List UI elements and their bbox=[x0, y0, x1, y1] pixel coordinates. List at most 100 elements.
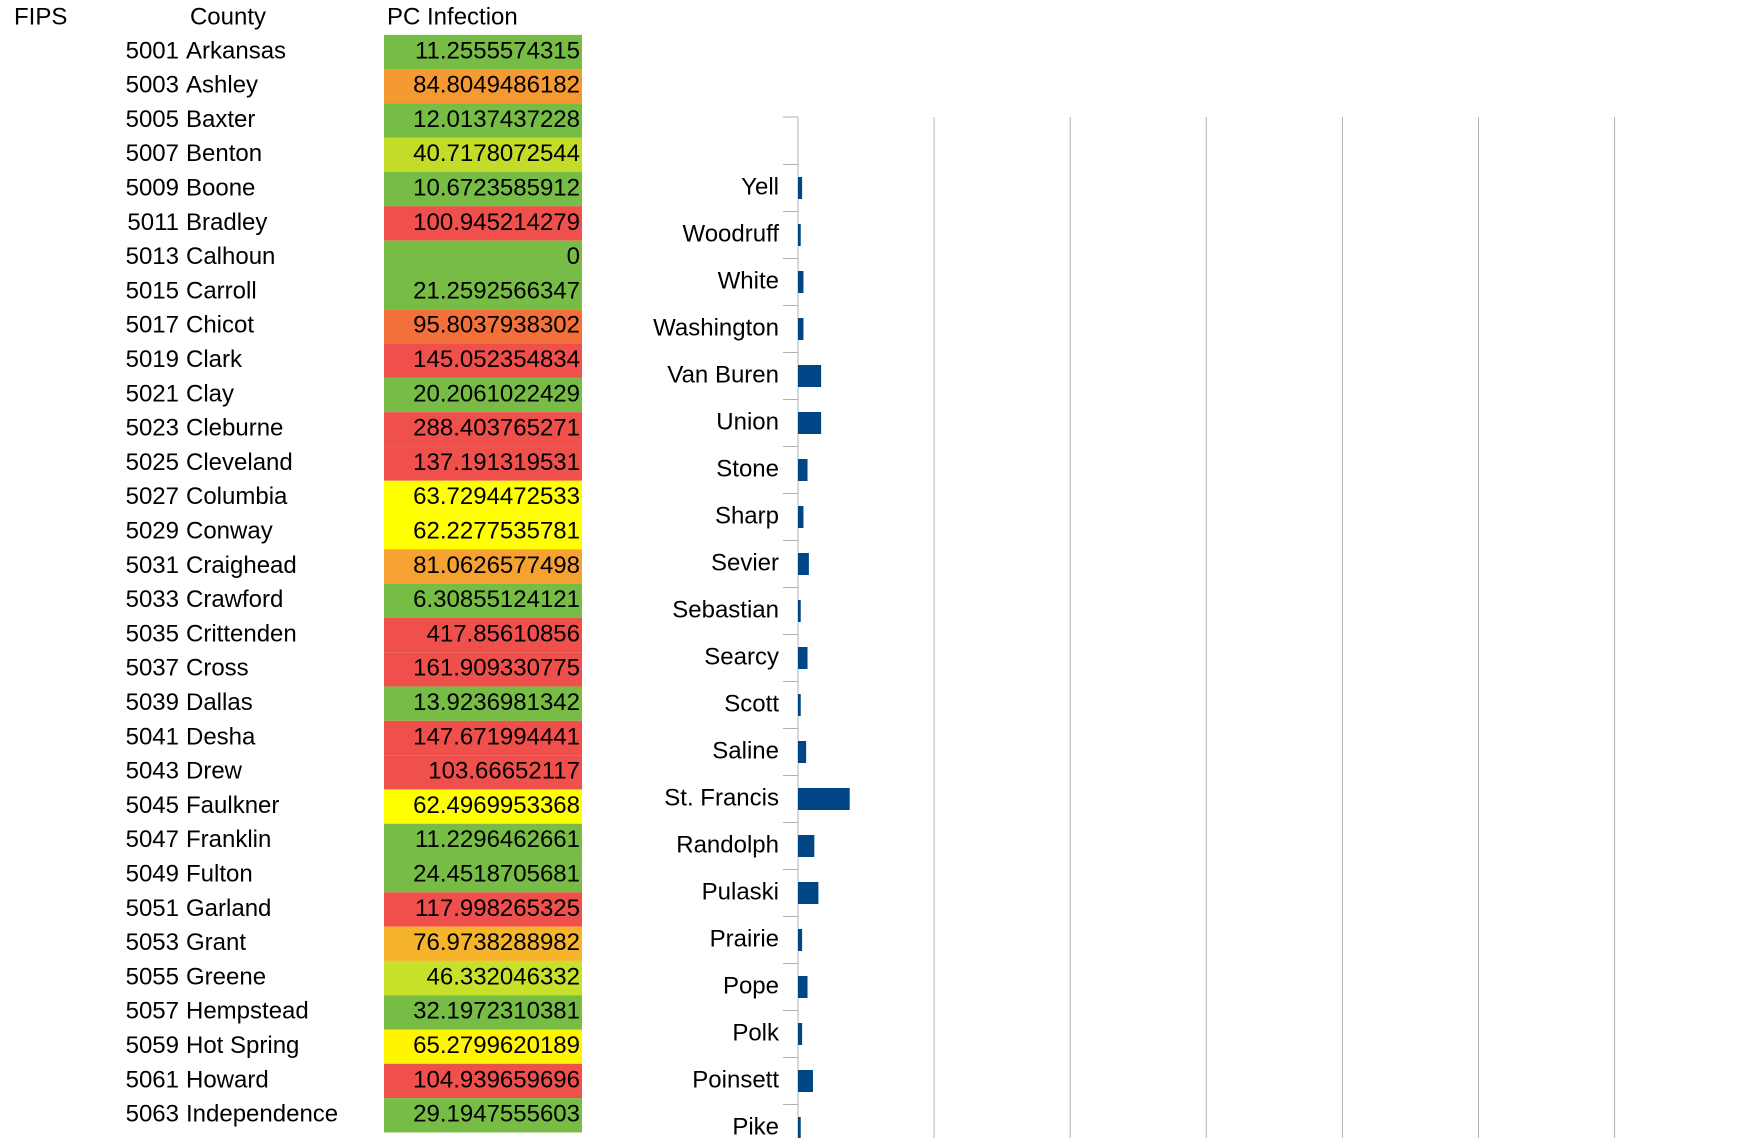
pc-infection-cell: 65.2799620189 bbox=[413, 1032, 580, 1059]
cell-background bbox=[384, 103, 582, 138]
pc-infection-cell: 137.191319531 bbox=[413, 449, 580, 476]
pc-infection-cell: 62.2277535781 bbox=[413, 518, 580, 545]
cell-background bbox=[384, 789, 582, 824]
fips-cell: 5007 bbox=[126, 140, 179, 167]
cell-background bbox=[384, 172, 582, 207]
fips-cell: 5051 bbox=[126, 895, 179, 922]
cell-background bbox=[384, 137, 582, 173]
county-cell: Arkansas bbox=[186, 37, 286, 64]
fips-cell: 5019 bbox=[126, 346, 179, 373]
pc-infection-cell: 117.998265325 bbox=[415, 895, 580, 922]
cell-background bbox=[384, 823, 582, 859]
pc-infection-cell: 6.30855124121 bbox=[413, 586, 580, 613]
bar bbox=[798, 459, 808, 481]
pc-infection-cell: 103.66652117 bbox=[428, 758, 580, 785]
cell-background bbox=[384, 206, 582, 241]
county-cell: Benton bbox=[186, 140, 262, 167]
pc-infection-cell: 76.9738288982 bbox=[413, 929, 580, 956]
y-tick-label: Pulaski bbox=[702, 878, 779, 905]
bar bbox=[798, 976, 808, 998]
county-cell: Faulkner bbox=[186, 792, 279, 819]
y-tick-label: Stone bbox=[716, 455, 779, 482]
fips-cell: 5033 bbox=[126, 586, 179, 613]
cell-background bbox=[384, 686, 582, 721]
county-cell: Craighead bbox=[186, 552, 297, 579]
fips-cell: 5013 bbox=[126, 243, 179, 270]
cell-background bbox=[384, 995, 582, 1030]
fips-cell: 5021 bbox=[126, 380, 179, 407]
y-tick-label: Pike bbox=[732, 1113, 779, 1138]
county-cell: Conway bbox=[186, 518, 273, 545]
fips-cell: 5043 bbox=[126, 758, 179, 785]
county-cell: Howard bbox=[186, 1066, 269, 1093]
cell-background bbox=[384, 377, 582, 413]
county-cell: Grant bbox=[186, 929, 246, 956]
county-cell: Cleburne bbox=[186, 415, 283, 442]
pc-infection-cell: 40.7178072544 bbox=[413, 140, 580, 167]
cell-background bbox=[384, 343, 582, 378]
cell-background bbox=[384, 755, 582, 790]
bar bbox=[798, 600, 801, 622]
fips-cell: 5015 bbox=[126, 277, 179, 304]
y-tick-label: Yell bbox=[741, 173, 779, 200]
cell-background bbox=[384, 720, 582, 756]
county-cell: Drew bbox=[186, 758, 243, 785]
pc-infection-cell: 104.939659696 bbox=[413, 1066, 580, 1093]
y-tick-label: Polk bbox=[732, 1019, 780, 1046]
fips-cell: 5025 bbox=[126, 449, 179, 476]
cell-background bbox=[384, 858, 582, 893]
y-tick-label: Prairie bbox=[710, 925, 779, 952]
fips-cell: 5045 bbox=[126, 792, 179, 819]
bar bbox=[798, 741, 807, 763]
cell-background bbox=[384, 617, 582, 653]
pc-infection-cell: 11.2555574315 bbox=[415, 37, 580, 64]
bar bbox=[798, 1070, 813, 1092]
cell-background bbox=[384, 446, 582, 481]
cell-background bbox=[384, 480, 582, 516]
bar bbox=[798, 788, 850, 810]
county-cell: Crawford bbox=[186, 586, 283, 613]
fips-cell: 5055 bbox=[126, 963, 179, 990]
pc-infection-cell: 81.0626577498 bbox=[413, 552, 580, 579]
pc-infection-cell: 29.1947555603 bbox=[413, 1101, 580, 1128]
fips-cell: 5001 bbox=[126, 37, 179, 64]
fips-cell: 5061 bbox=[126, 1066, 179, 1093]
fips-cell: 5057 bbox=[126, 998, 179, 1025]
bar bbox=[798, 1117, 801, 1138]
county-cell: Desha bbox=[186, 723, 256, 750]
cell-background bbox=[384, 892, 582, 927]
y-tick-label: Sharp bbox=[715, 502, 779, 529]
y-tick-label: Woodruff bbox=[682, 220, 779, 247]
pc-infection-cell: 46.332046332 bbox=[427, 963, 581, 990]
y-tick-label: Washington bbox=[653, 314, 779, 341]
cell-background bbox=[384, 34, 582, 70]
pc-infection-cell: 11.2296462661 bbox=[415, 826, 580, 853]
pc-infection-cell: 84.8049486182 bbox=[413, 72, 580, 99]
fips-cell: 5005 bbox=[126, 106, 179, 133]
pc-infection-cell: 24.4518705681 bbox=[413, 861, 580, 888]
bar bbox=[798, 553, 809, 575]
cell-background bbox=[384, 412, 582, 447]
county-cell: Carroll bbox=[186, 277, 257, 304]
cell-background bbox=[384, 69, 582, 104]
bar bbox=[798, 506, 804, 528]
cell-background bbox=[384, 652, 582, 687]
county-cell: Clay bbox=[186, 380, 234, 407]
pc-infection-cell: 288.403765271 bbox=[413, 415, 580, 442]
fips-cell: 5003 bbox=[126, 72, 179, 99]
pc-infection-cell: 21.2592566347 bbox=[413, 277, 580, 304]
fips-cell: 5047 bbox=[126, 826, 179, 853]
bar bbox=[798, 694, 801, 716]
fips-cell: 5037 bbox=[126, 655, 179, 682]
bar bbox=[798, 318, 804, 340]
y-tick-label: Pope bbox=[723, 972, 779, 999]
county-cell: Cleveland bbox=[186, 449, 293, 476]
county-cell: Columbia bbox=[186, 483, 288, 510]
pc-infection-cell: 12.0137437228 bbox=[413, 106, 580, 133]
bar bbox=[798, 365, 822, 387]
bar bbox=[798, 412, 822, 434]
fips-cell: 5027 bbox=[126, 483, 179, 510]
pc-infection-cell: 32.1972310381 bbox=[413, 998, 580, 1025]
pc-infection-cell: 145.052354834 bbox=[413, 346, 580, 373]
county-cell: Chicot bbox=[186, 312, 254, 339]
